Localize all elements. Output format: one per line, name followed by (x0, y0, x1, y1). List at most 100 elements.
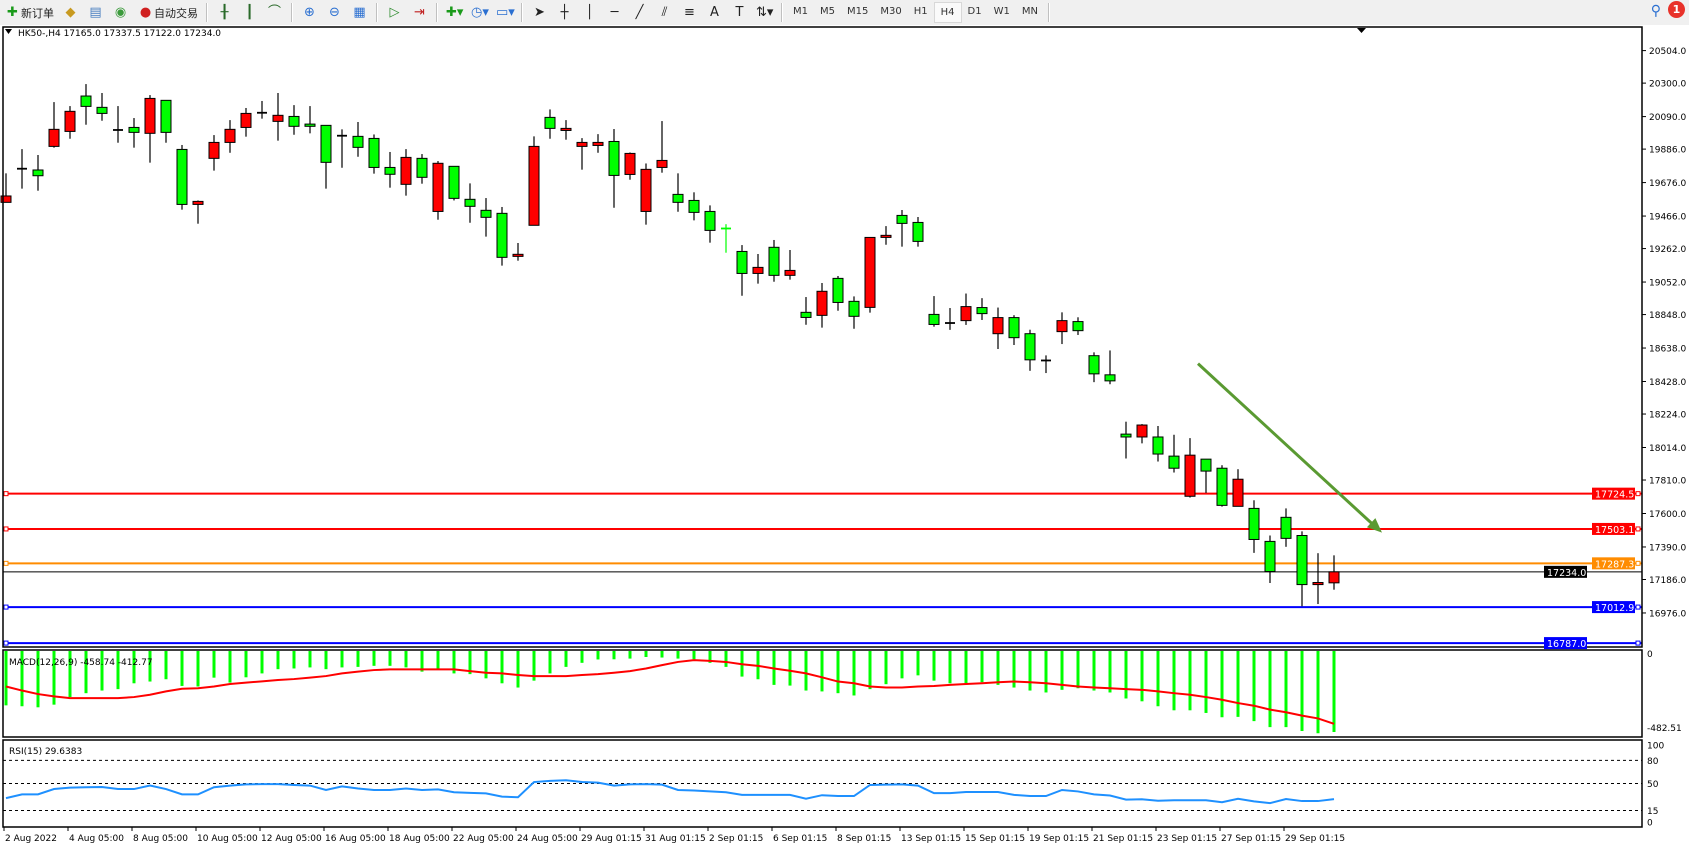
timeframe-d1[interactable]: D1 (967, 6, 982, 17)
chart-menu-triangle-icon[interactable] (5, 29, 12, 34)
price-axis-label: 20300.0 (1649, 80, 1686, 90)
candle (945, 308, 955, 330)
equidistant-channel-icon[interactable]: ⫽ (661, 5, 668, 20)
line-chart-icon[interactable]: ⌒ (267, 5, 281, 20)
vertical-line-icon[interactable]: │ (585, 5, 594, 20)
candle (160, 99, 172, 143)
candle (64, 106, 76, 139)
candle-body (464, 198, 476, 207)
cursor-icon[interactable]: ➤ (534, 5, 545, 20)
timeframe-m5[interactable]: M5 (820, 6, 835, 17)
candlestick-chart-icon[interactable]: ┃ (245, 5, 254, 20)
indicators-icon[interactable]: ✚▾ (446, 5, 464, 20)
line-anchor-handle (3, 560, 9, 566)
candle-body (576, 141, 588, 147)
search-icon[interactable]: ⚲ (1650, 3, 1661, 19)
candle (768, 239, 780, 282)
candle-body (960, 306, 972, 322)
zoom-in-icon[interactable]: ⊕ (304, 5, 315, 20)
text-icon[interactable]: A (710, 5, 719, 20)
chart-shift-icon[interactable]: ⇥ (414, 5, 425, 20)
candle-body (1248, 507, 1260, 540)
bar-chart-icon[interactable]: ╂ (220, 5, 229, 20)
candle (48, 102, 60, 148)
candle (976, 298, 988, 320)
price-line-badge (1592, 557, 1635, 570)
main-pane-border (2, 26, 1643, 648)
candle (337, 129, 347, 168)
candle (1072, 317, 1084, 335)
timeframe-m15[interactable]: M15 (847, 6, 869, 17)
candle-body (96, 106, 108, 114)
zoom-out-icon[interactable]: ⊖ (329, 5, 340, 20)
macd-signal-line (5, 659, 1335, 725)
trendline-icon[interactable]: ╱ (635, 5, 644, 20)
time-axis-label: 13 Sep 01:15 (901, 834, 961, 844)
periods-icon[interactable]: ◷▾ (471, 5, 489, 20)
new-order-button[interactable]: ✚ 新订单 (1, 2, 57, 23)
timeframe-h4[interactable]: H4 (933, 2, 962, 23)
candle (0, 173, 12, 203)
candle (496, 206, 508, 266)
candle (272, 93, 284, 141)
candle-body (0, 195, 12, 203)
macd-pane (4, 651, 1336, 734)
candle (1232, 469, 1244, 507)
price-axis-label: 16976.0 (1649, 609, 1686, 619)
candle-body (1088, 355, 1100, 375)
price-line-badge (1544, 637, 1587, 650)
auto-scroll-icon[interactable]: ▷ (389, 5, 400, 20)
rsi-axis-label: 50 (1647, 780, 1659, 790)
candle (928, 296, 940, 327)
rsi-pane (3, 759, 1642, 811)
candle-body (528, 145, 540, 226)
candle (1328, 555, 1340, 590)
candle (800, 297, 812, 325)
rsi-line (5, 779, 1335, 805)
timeframe-m30[interactable]: M30 (880, 6, 902, 17)
time-axis-label: 29 Aug 01:15 (581, 834, 642, 844)
candle (544, 109, 556, 139)
crosshair-icon[interactable]: ┼ (560, 5, 569, 20)
strategy-tester-icon[interactable]: ◆ (65, 5, 76, 20)
candle-body (1280, 516, 1292, 539)
price-line-badge (1592, 487, 1635, 500)
chart-area[interactable]: 20504.0 20300.0 20090.0 19886.0 19676.0 19466… (0, 25, 1689, 852)
text-label-icon[interactable]: T (735, 5, 744, 20)
chart-header: HK50-,H4 17165.0 17337.5 17122.0 17234.0 (18, 29, 221, 39)
candle-body (896, 214, 908, 224)
candle (464, 183, 476, 223)
notification-badge[interactable]: 1 (1668, 1, 1685, 18)
toolbar-separator (781, 3, 783, 22)
rsi-axis-label: 80 (1647, 757, 1659, 767)
candle (416, 154, 428, 184)
terminal-icon[interactable]: ▤ (89, 5, 102, 20)
candle (1041, 355, 1051, 374)
price-line-label: 17012.9 (1595, 603, 1634, 614)
candle-body (368, 137, 380, 168)
candle (721, 224, 731, 253)
candle (257, 100, 267, 119)
candle (208, 135, 220, 171)
signals-icon[interactable]: ◉ (114, 5, 127, 20)
price-line-label: 16787.0 (1547, 639, 1586, 650)
time-axis-label: 31 Aug 01:15 (645, 834, 706, 844)
templates-icon[interactable]: ▭▾ (496, 5, 515, 20)
candle-body (1136, 424, 1148, 438)
auto-trading-button[interactable]: ● 自动交易 (134, 2, 201, 23)
candle (1008, 315, 1020, 346)
chart-background (0, 25, 1689, 852)
tile-windows-icon[interactable]: ▦ (353, 5, 366, 20)
price-axis-label: 19886.0 (1649, 146, 1686, 156)
new-order-label: 新订单 (21, 6, 54, 20)
timeframe-h1[interactable]: H1 (913, 6, 928, 17)
horizontal-line-icon[interactable]: ─ (610, 5, 619, 20)
candle (1296, 531, 1308, 607)
timeframe-mn[interactable]: MN (1021, 6, 1038, 17)
timeframe-m1[interactable]: M1 (793, 6, 808, 17)
fibonacci-icon[interactable]: ≡ (684, 5, 695, 20)
chart-shift-marker-icon[interactable] (1357, 28, 1366, 33)
arrows-icon[interactable]: ⇅▾ (756, 5, 774, 20)
timeframe-w1[interactable]: W1 (993, 6, 1010, 17)
candle (1120, 421, 1132, 459)
